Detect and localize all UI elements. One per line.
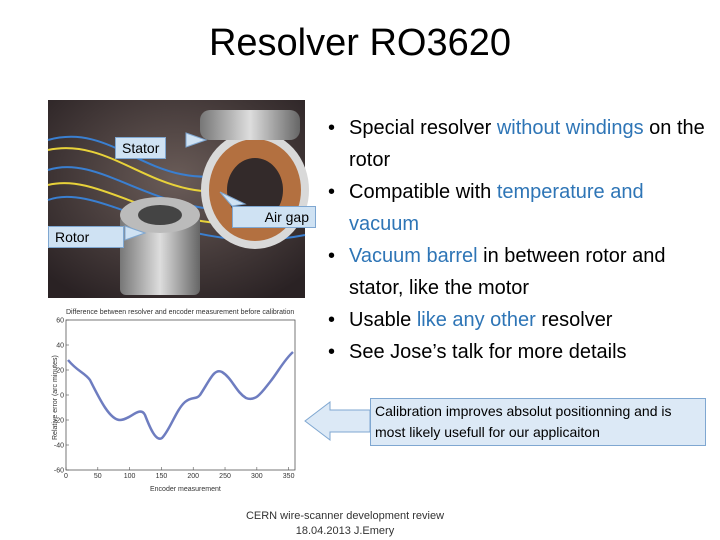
y-tick-label: 0 <box>60 393 64 400</box>
footer-line: 18.04.2013 J.Emery <box>295 525 395 537</box>
y-tick-label: -60 <box>54 468 64 475</box>
bullet-text: without windings <box>496 117 644 139</box>
x-tick-label: 50 <box>94 473 102 480</box>
bullet: Special resolver without windings on the… <box>322 112 707 176</box>
y-tick-label: -40 <box>54 443 64 450</box>
footer-line: CERN wire-scanner development review <box>245 510 445 522</box>
bullet-text: Special resolver <box>349 117 497 139</box>
bullet-text: temperature and vacuum <box>349 181 644 235</box>
plot-xlabel: Encoder measurement <box>150 486 221 493</box>
callout-arrow <box>304 400 371 442</box>
bullet-text: on the rotor <box>349 117 705 171</box>
slide-title: Resolver RO3620 <box>208 22 512 64</box>
bullet-text: in between rotor and stator, like the mo… <box>349 245 666 299</box>
bullet-text: Compatible with <box>349 181 497 203</box>
bullet-text: Vacuum barrel <box>349 245 478 267</box>
x-tick-label: 150 <box>156 473 168 480</box>
plot-ylabel: Relative error (arc minutes) <box>52 355 59 440</box>
plot-title: Difference between resolver and encoder … <box>66 309 294 316</box>
bullet: Usable like any other resolver <box>322 304 707 336</box>
bullet-list: Special resolver without windings on the… <box>322 112 707 368</box>
bullet: Compatible with temperature and vacuum <box>322 176 707 240</box>
bullet: See Jose’s talk for more details <box>322 336 707 368</box>
bullet-text: See Jose’s talk for more details <box>349 341 627 363</box>
y-tick-label: -20 <box>54 418 64 425</box>
x-tick-label: 200 <box>187 473 199 480</box>
bullet: Vacuum barrel in between rotor and stato… <box>322 240 707 304</box>
bullet-text: resolver <box>535 309 613 331</box>
y-tick-label: 20 <box>56 368 64 375</box>
error-curve <box>67 351 294 440</box>
stator-label: Stator <box>115 137 167 159</box>
x-tick-label: 100 <box>124 473 136 480</box>
y-tick-label: 60 <box>56 318 64 325</box>
x-tick-label: 250 <box>219 473 231 480</box>
x-tick-label: 300 <box>251 473 263 480</box>
rotor-label: Rotor <box>48 226 124 248</box>
bullet-text: like any other <box>416 309 536 331</box>
calibration-plot: Difference between resolver and encoder … <box>48 305 300 497</box>
y-tick-label: 40 <box>56 343 64 350</box>
x-tick-label: 350 <box>283 473 295 480</box>
bullet-text: Usable <box>349 309 417 331</box>
callout: Calibration improves absolut positionnin… <box>370 398 706 446</box>
x-tick-label: 0 <box>64 473 68 480</box>
resolver-photo <box>47 100 309 298</box>
air-gap-label: Air gap <box>232 206 316 228</box>
